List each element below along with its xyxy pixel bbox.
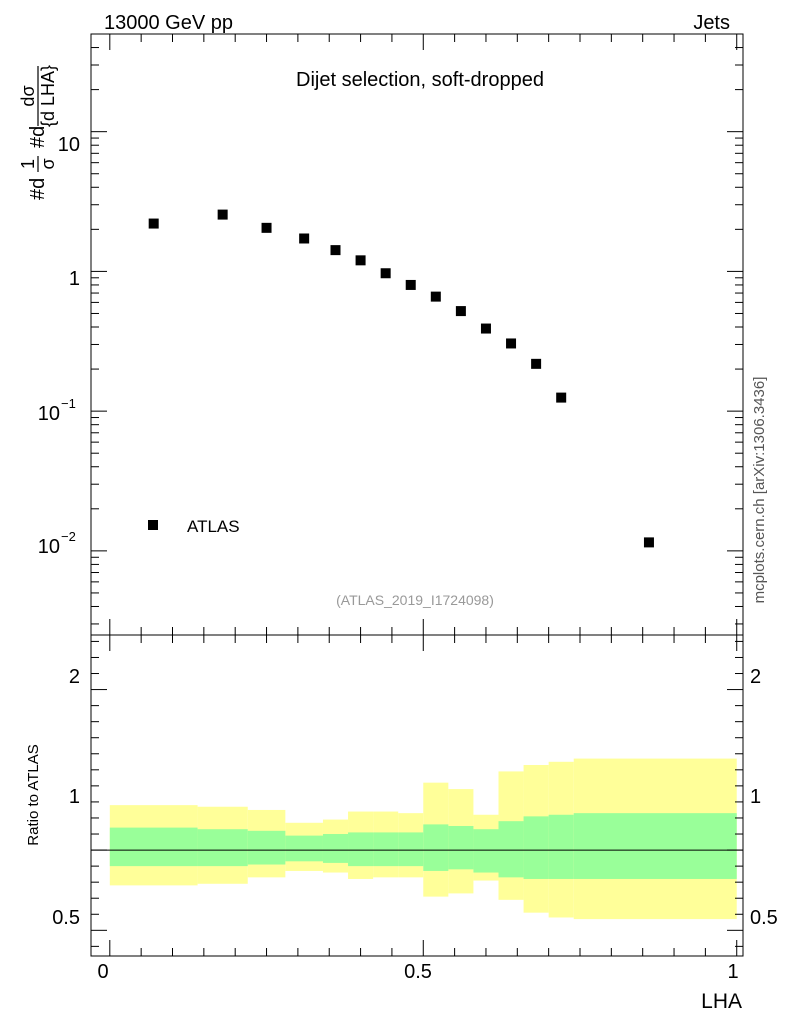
x-tick-label-0: 0 (97, 961, 108, 983)
data-point-14 (643, 537, 654, 548)
ylabel-dsigma: dσ (18, 85, 38, 106)
ratio-y-tick-left-0.5: 0.5 (52, 907, 80, 929)
ratio-panel-frame (90, 634, 744, 957)
inner-band-bin-8 (423, 824, 449, 871)
ratio-y-tick-left-1: 1 (69, 786, 80, 808)
data-point-4 (330, 245, 341, 256)
x-tick-label-1: 1 (727, 961, 738, 983)
inner-band-bin-7 (398, 832, 424, 867)
legend: ATLAS (148, 517, 240, 536)
ratio-uncertainty-bands (109, 758, 737, 920)
main-y-axis-title: #d 1 σ #d dσ {d LHA} (18, 65, 58, 200)
legend-marker (148, 520, 158, 530)
data-point-3 (299, 233, 310, 244)
y-tick-label-0.01-exp: −2 (61, 529, 76, 544)
x-tick-label-0.5: 0.5 (404, 961, 432, 983)
data-point-11 (506, 338, 517, 349)
analysis-reference: (ATLAS_2019_I1724098) (336, 592, 494, 608)
inner-band-bin-6 (373, 832, 399, 867)
ratio-y-tick-right-2: 2 (750, 666, 761, 688)
legend-label: ATLAS (187, 517, 240, 536)
ylabel-hash-d: #d (27, 178, 49, 200)
inner-band-bin-1 (197, 829, 248, 867)
data-point-12 (531, 358, 542, 369)
ylabel-denominator: {d LHA} (38, 65, 58, 127)
inner-band-bin-2 (247, 830, 286, 865)
ratio-axis-ticks (91, 635, 743, 956)
inner-band-bin-12 (523, 816, 549, 879)
ratio-y-axis-title: Ratio to ATLAS (25, 744, 42, 845)
energy-label: 13000 GeV pp (104, 12, 233, 34)
chart-title: Dijet selection, soft-dropped (296, 69, 544, 91)
source-watermark: mcplots.cern.ch [arXiv:1306.3436] (751, 377, 768, 604)
process-label: Jets (693, 12, 730, 34)
y-tick-label-1: 1 (69, 268, 80, 290)
x-axis-title: LHA (701, 990, 742, 1013)
ratio-y-tick-right-0.5: 0.5 (750, 907, 778, 929)
inner-band-bin-13 (548, 814, 574, 879)
ratio-y-tick-left-2: 2 (69, 666, 80, 688)
inner-band-bin-3 (285, 835, 323, 862)
main-axis-ticks (91, 33, 743, 635)
data-point-0 (148, 218, 159, 229)
data-point-7 (405, 279, 416, 290)
ylabel-sigma: σ (38, 158, 58, 169)
y-tick-label-0.1-exp: −1 (61, 396, 76, 411)
data-point-6 (380, 268, 391, 279)
inner-band-bin-0 (109, 827, 198, 867)
ylabel-hash-d-2: #d (27, 126, 49, 148)
data-point-9 (455, 306, 466, 317)
inner-band-bin-4 (322, 834, 349, 863)
data-point-8 (430, 291, 441, 302)
inner-band-bin-11 (498, 821, 524, 878)
inner-band-bin-9 (448, 825, 474, 870)
y-tick-label-10: 10 (58, 134, 80, 156)
atlas-data-series (148, 209, 654, 548)
inner-band-bin-14 (573, 813, 737, 879)
inner-band-bin-10 (473, 829, 499, 873)
y-tick-label-0.1-base: 10 (38, 403, 60, 425)
data-point-5 (355, 255, 366, 266)
data-point-2 (261, 222, 272, 233)
ylabel-one: 1 (18, 159, 38, 169)
data-point-13 (556, 392, 567, 403)
data-point-1 (217, 209, 228, 220)
inner-band-bin-5 (348, 832, 374, 867)
ratio-y-tick-right-1: 1 (750, 786, 761, 808)
data-point-10 (480, 323, 491, 334)
y-tick-label-0.01-base: 10 (38, 536, 60, 558)
